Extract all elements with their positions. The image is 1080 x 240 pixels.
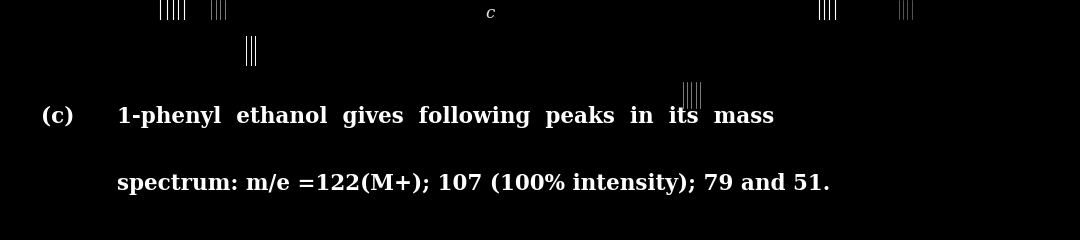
Text: c: c [486, 5, 495, 22]
Text: 1-phenyl  ethanol  gives  following  peaks  in  its  mass: 1-phenyl ethanol gives following peaks i… [117, 106, 774, 128]
Text: (c): (c) [41, 106, 75, 128]
Text: spectrum: m/e =122(M+); 107 (100% intensity); 79 and 51.: spectrum: m/e =122(M+); 107 (100% intens… [117, 173, 829, 195]
